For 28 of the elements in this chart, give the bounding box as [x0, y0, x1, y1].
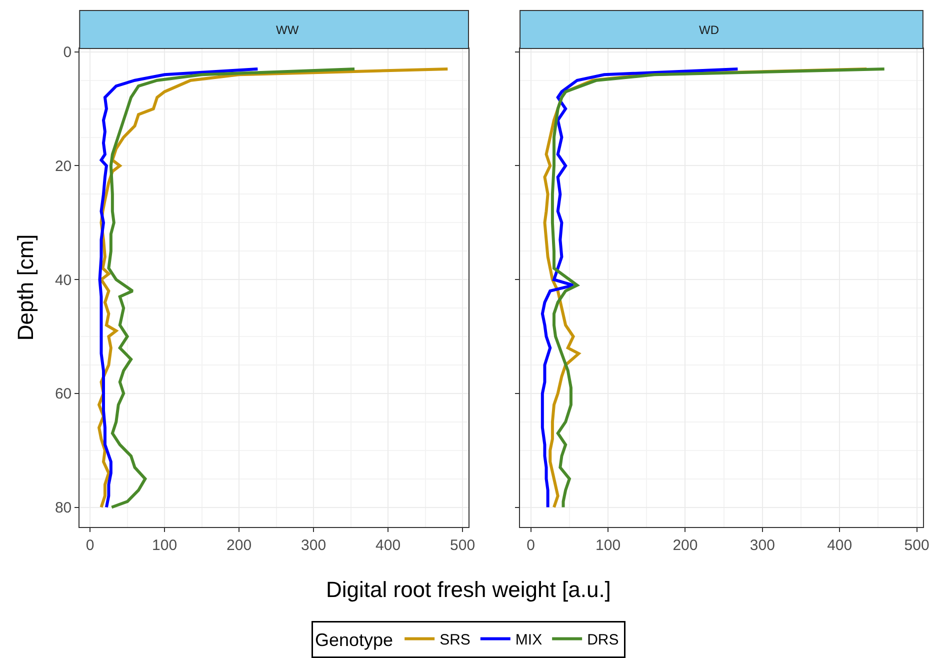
- x-tick-label: 300: [301, 537, 326, 554]
- y-tick-label: 0: [63, 44, 72, 62]
- y-tick-label: 80: [54, 500, 72, 517]
- legend-label: DRS: [587, 632, 619, 649]
- x-tick-label: 400: [827, 537, 852, 554]
- x-tick-label: 200: [226, 537, 252, 554]
- chart-title: WW: [276, 23, 300, 37]
- line-series: [98, 67, 450, 509]
- x-tick-label: 500: [904, 537, 930, 554]
- x-axis-title: Digital root fresh weight [a.u.]: [326, 577, 611, 602]
- y-tick-label: 60: [54, 386, 72, 403]
- line-series: [98, 67, 260, 509]
- legend-label: SRS: [440, 632, 470, 649]
- chart-title: WD: [699, 23, 720, 37]
- y-axis-title: Depth [cm]: [12, 234, 38, 341]
- line-series: [107, 67, 356, 509]
- y-tick-label: 40: [54, 272, 72, 289]
- x-tick-label: 200: [672, 537, 698, 554]
- x-tick-label: 0: [86, 537, 94, 554]
- x-tick-label: 100: [596, 537, 621, 554]
- x-tick-label: 300: [750, 537, 775, 554]
- legend-label: MIX: [515, 632, 542, 649]
- legend-title: Genotype: [315, 630, 394, 650]
- x-tick-label: 0: [526, 537, 536, 554]
- y-tick-label: 20: [54, 158, 72, 175]
- x-tick-label: 500: [450, 537, 476, 554]
- x-tick-label: 100: [152, 537, 178, 554]
- x-tick-label: 400: [376, 537, 401, 554]
